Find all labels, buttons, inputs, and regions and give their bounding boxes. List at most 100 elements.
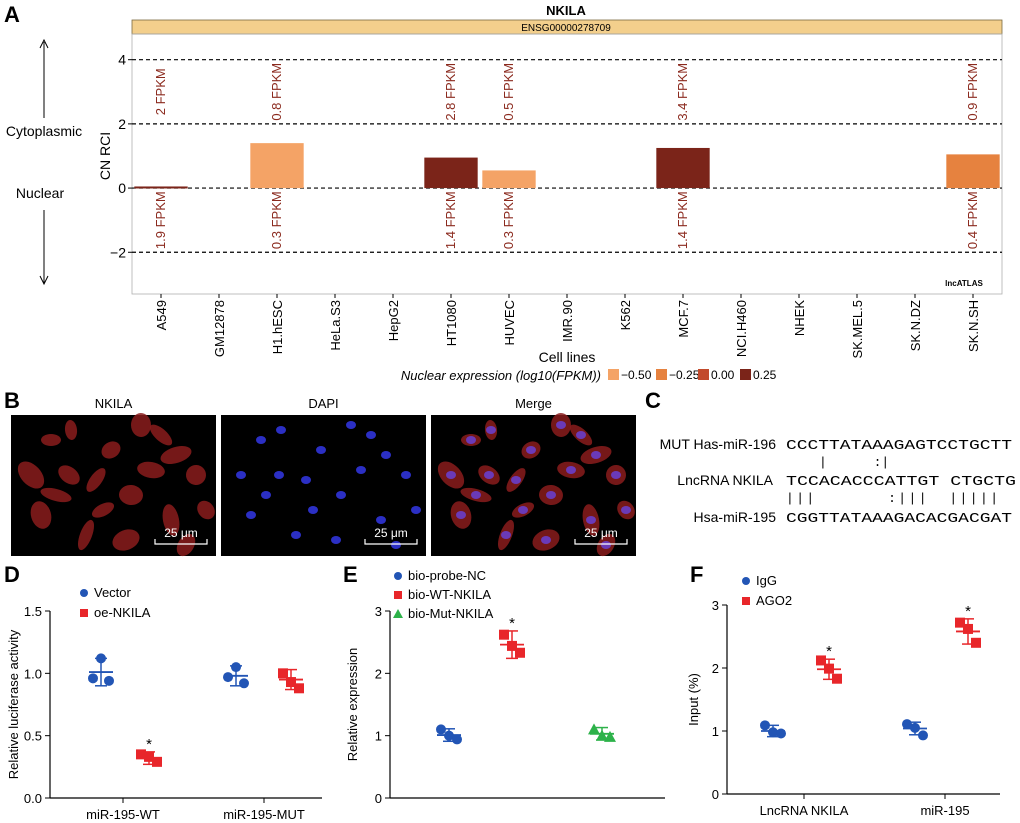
cell-red — [119, 484, 143, 506]
cyto-fpkm-MCF.7: 3.4 FPKM — [675, 63, 690, 121]
bar-H1.hESC — [250, 143, 304, 189]
legend-marker-bio-probe-NC — [394, 572, 402, 580]
nucleus-blue — [601, 541, 611, 549]
significance-star: * — [509, 615, 515, 632]
legend-label-3: 0.25 — [753, 368, 777, 382]
point-AGO2 — [963, 623, 973, 634]
cell-red — [30, 501, 52, 529]
panel-b-images: NKILA 25 μm DAPI 25 μm Merge 25 μm — [11, 396, 636, 557]
seq-mut: CCCTTATAAAGAGTCCTGCTT — [786, 439, 1012, 454]
point-IgG — [918, 730, 928, 741]
nucleus-blue — [246, 511, 256, 519]
cyto-fpkm-HT1080: 2.8 FPKM — [443, 63, 458, 121]
cell-red — [91, 502, 115, 518]
point-IgG — [910, 722, 920, 733]
ytick-label-E: 2 — [375, 666, 382, 681]
nuc-fpkm-MCF.7: 1.4 FPKM — [675, 191, 690, 249]
xtick-label-A549: A549 — [154, 300, 169, 330]
point-oe-NKILA — [294, 683, 304, 694]
ytick-label-D: 0.5 — [24, 729, 42, 744]
panel-a-title: NKILA — [546, 3, 586, 18]
nucleus-blue — [566, 466, 576, 474]
bar-HUVEC — [482, 170, 536, 189]
chart-e: 0 1 2 3 Relative expression * bio-probe-NC bio-… — [345, 568, 665, 806]
panel-a-ensembl: ENSG00000278709 — [521, 23, 611, 34]
ytick-label-a: 0 — [118, 180, 126, 196]
bar-A549 — [134, 186, 188, 189]
chart-f: 0 1 2 3 Input (%) LncRNA NKILA miR-195 * * IgG AGO… — [686, 573, 1000, 818]
chart-a: −2 0 2 4 CN RCI A549 2 FPKM 1.9 FPKM GM12878 H1.h… — [97, 33, 1003, 365]
ytick-label-F: 3 — [712, 598, 719, 613]
scalebar-label: 25 μm — [374, 526, 408, 540]
point-bio-probe-NC — [452, 734, 462, 745]
point-bio-Mut-NKILA — [588, 723, 600, 735]
panel-label-f: F — [690, 562, 703, 587]
nucleus-blue — [391, 541, 401, 549]
legend-label-2: 0.00 — [711, 368, 735, 382]
legend-swatch-2 — [698, 369, 709, 380]
cyto-fpkm-HUVEC: 0.5 FPKM — [501, 63, 516, 121]
ytick-label-a: −2 — [110, 244, 126, 260]
legend-swatch-0 — [608, 369, 619, 380]
nuc-fpkm-HT1080: 1.4 FPKM — [443, 191, 458, 249]
nucleus-blue — [484, 471, 494, 479]
ytick-label-a: 4 — [118, 52, 126, 68]
ytick-label-D: 1.0 — [24, 666, 42, 681]
nucleus-blue — [336, 491, 346, 499]
xtick-label-HUVEC: HUVEC — [502, 300, 517, 346]
xtick-label-SK.N.SH: SK.N.SH — [966, 300, 981, 352]
nucleus-blue — [411, 506, 421, 514]
bar-HT1080 — [424, 157, 478, 189]
xtick-label-NHEK: NHEK — [792, 300, 807, 336]
ylabel-F: Input (%) — [686, 673, 701, 726]
cell-red — [160, 446, 192, 464]
xtick-label-H1.hESC: H1.hESC — [270, 300, 285, 354]
point-bio-probe-NC — [436, 724, 446, 735]
point-oe-NKILA — [152, 756, 162, 767]
ytick-label-E: 0 — [375, 791, 382, 806]
nuc-fpkm-H1.hESC: 0.3 FPKM — [269, 191, 284, 249]
nucleus-blue — [526, 446, 536, 454]
nucleus-blue — [456, 511, 466, 519]
seq-label-mut: MUT Has-miR-196 — [660, 436, 777, 452]
panel-label-c: C — [645, 388, 661, 413]
point-AGO2 — [971, 637, 981, 648]
ytick-label-F: 2 — [712, 661, 719, 676]
nucleus-blue — [518, 506, 528, 514]
nucleus-blue — [486, 426, 496, 434]
point-IgG — [760, 720, 770, 731]
nucleus-blue — [261, 491, 271, 499]
scalebar-label: 25 μm — [164, 526, 198, 540]
xtick-label-SK.N.DZ: SK.N.DZ — [908, 300, 923, 351]
cell-red — [17, 461, 45, 489]
nucleus-blue — [274, 471, 284, 479]
cell-red — [197, 500, 215, 520]
point-bio-WT-NKILA — [515, 647, 525, 658]
nucleus-blue — [621, 506, 631, 514]
significance-star: * — [146, 736, 152, 753]
nucleus-blue — [366, 431, 376, 439]
point-IgG — [768, 727, 778, 738]
legend-swatch-3 — [740, 369, 751, 380]
cell-red — [64, 420, 78, 440]
panel-label-e: E — [343, 562, 358, 587]
nucleus-blue — [331, 536, 341, 544]
side-label-cytoplasmic: Cytoplasmic — [6, 123, 82, 139]
legend-label-IgG: IgG — [756, 573, 777, 588]
side-arrow-down-head — [39, 275, 49, 286]
point-AGO2 — [824, 663, 834, 674]
nucleus-blue — [501, 531, 511, 539]
nucleus-blue — [316, 446, 326, 454]
cell-red — [58, 465, 80, 485]
panel-label-a: A — [4, 2, 20, 27]
point-oe-NKILA — [136, 749, 146, 760]
nucleus-blue — [236, 471, 246, 479]
legend-label-Vector: Vector — [94, 585, 132, 600]
legend-a-title: Nuclear expression (log10(FPKM)) — [401, 368, 601, 383]
xtick-label-F: miR-195 — [920, 803, 969, 818]
ytick-label-D: 0.0 — [24, 791, 42, 806]
xtick-label-SK.MEL.5: SK.MEL.5 — [850, 300, 865, 359]
scalebar — [364, 539, 418, 545]
xlabel-a: Cell lines — [539, 349, 596, 365]
